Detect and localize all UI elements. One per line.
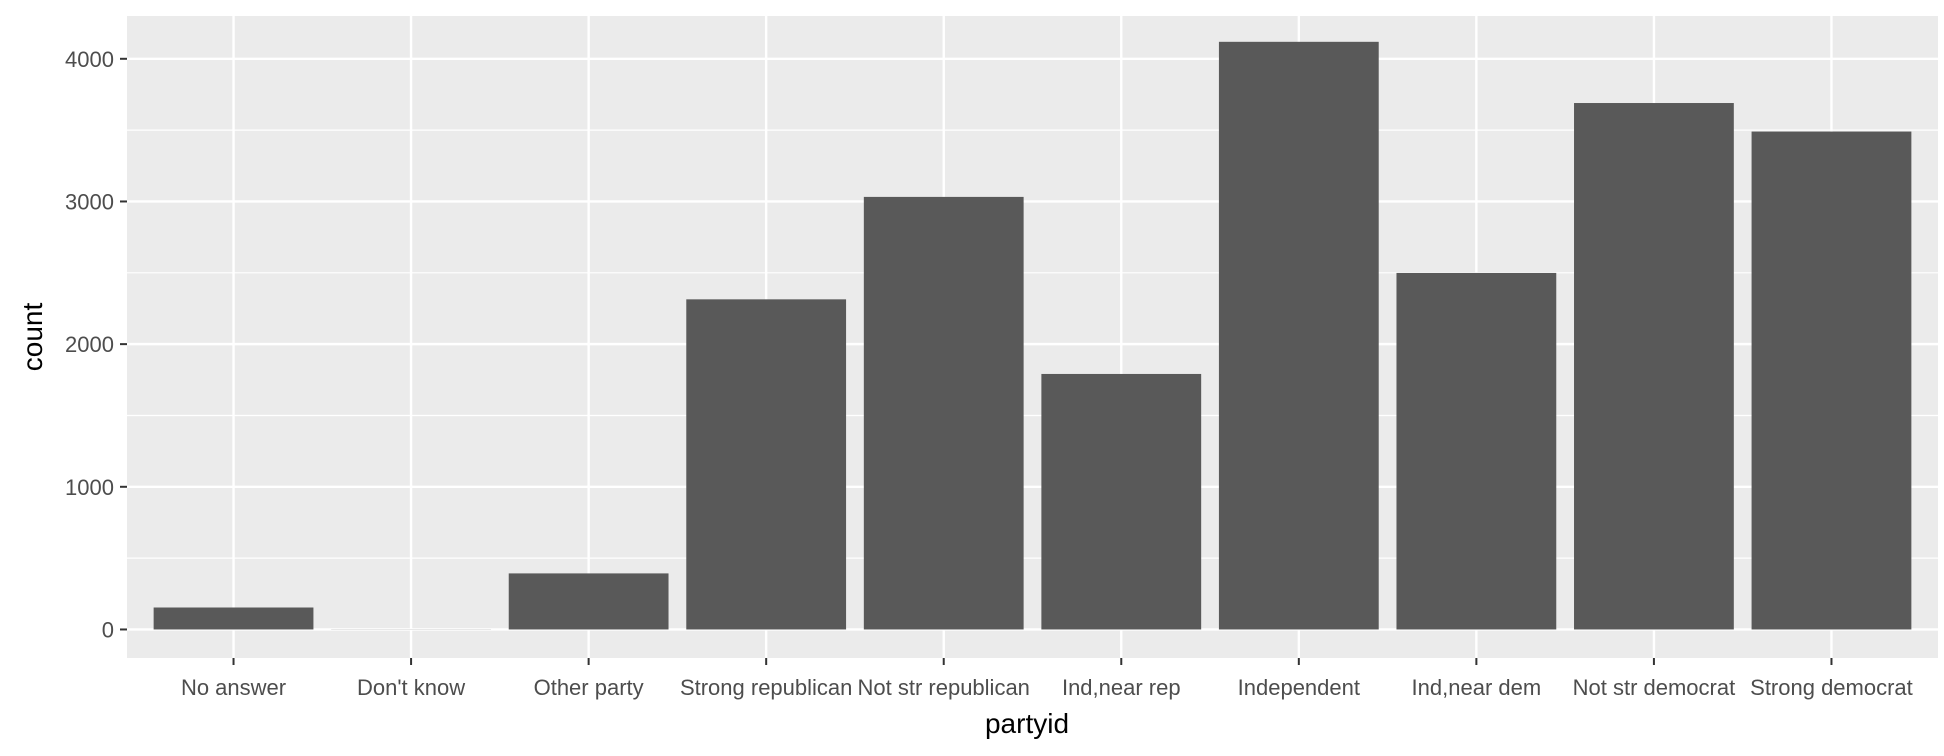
bar <box>153 607 314 630</box>
bar <box>1751 131 1912 630</box>
y-tick-label: 3000 <box>65 189 114 214</box>
x-tick-label: Other party <box>534 675 644 700</box>
bar <box>508 573 669 630</box>
x-tick-label: Don't know <box>357 675 465 700</box>
y-tick-label: 2000 <box>65 332 114 357</box>
bar <box>1396 272 1557 630</box>
bar <box>686 299 847 630</box>
bar <box>1041 373 1202 630</box>
y-tick-label: 0 <box>102 617 114 642</box>
y-axis-title: count <box>17 303 48 372</box>
bar <box>1574 103 1734 630</box>
y-tick-label: 1000 <box>65 475 114 500</box>
bar <box>863 196 1024 630</box>
x-tick-label: Strong democrat <box>1750 675 1913 700</box>
x-axis: No answer Don't know Other party Strong rep… <box>181 658 1913 700</box>
bar <box>1218 41 1379 630</box>
x-axis-title: partyid <box>985 708 1069 739</box>
x-tick-label: Ind,near rep <box>1062 675 1181 700</box>
bars <box>153 41 1912 630</box>
y-tick-label: 4000 <box>65 47 114 72</box>
x-tick-label: Independent <box>1238 675 1360 700</box>
x-tick-label: Ind,near dem <box>1412 675 1542 700</box>
x-tick-label: Not str republican <box>858 675 1030 700</box>
x-tick-label: Not str democrat <box>1573 675 1736 700</box>
y-axis: 0 1000 2000 3000 4000 <box>65 47 127 642</box>
x-tick-label: Strong republican <box>680 675 852 700</box>
x-tick-label: No answer <box>181 675 286 700</box>
